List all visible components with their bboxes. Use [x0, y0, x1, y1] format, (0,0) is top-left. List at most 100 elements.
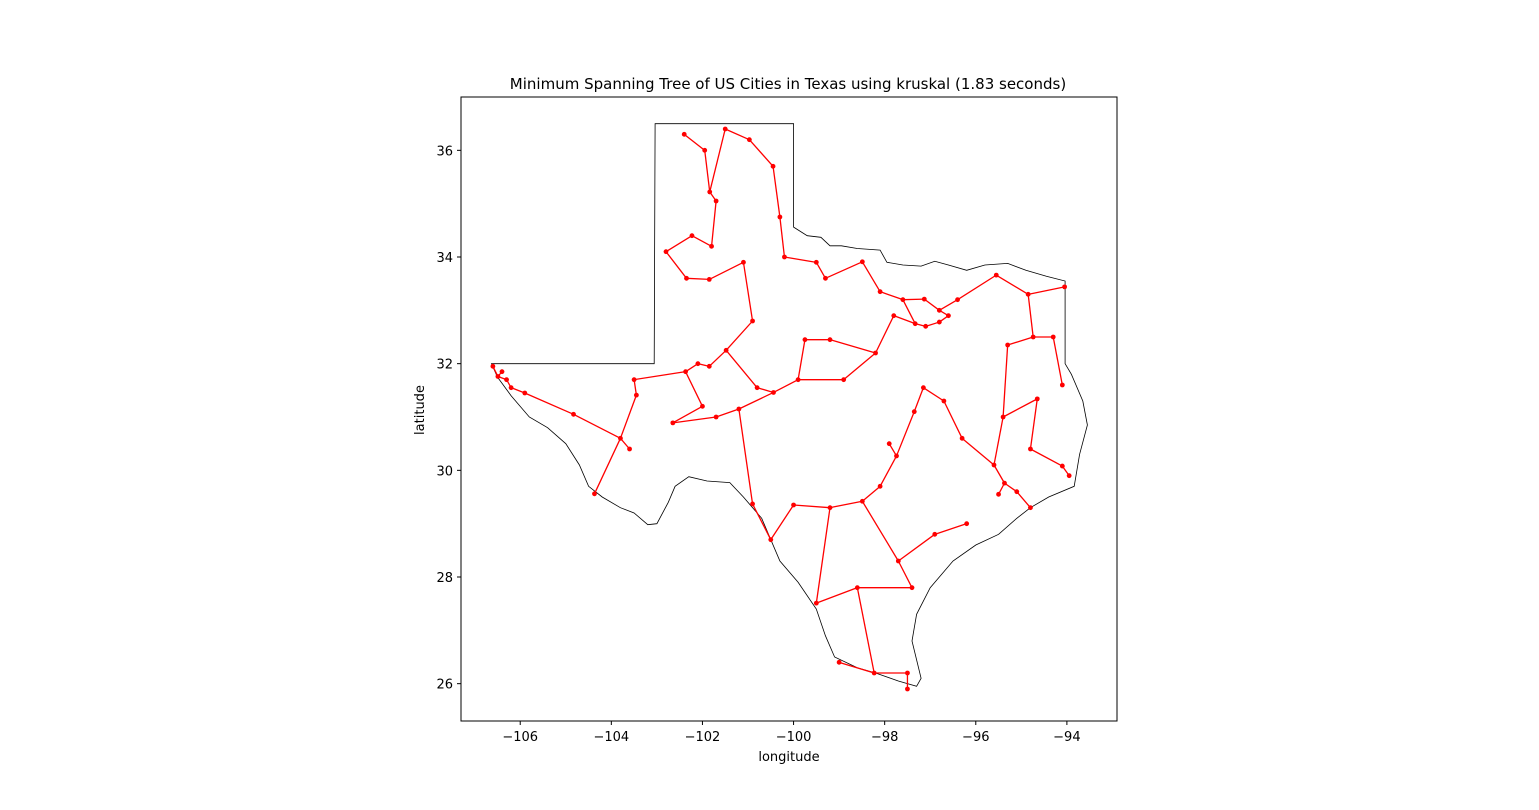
- mst-edge: [874, 315, 895, 354]
- x-tick-label: −106: [502, 730, 538, 745]
- city-node: [923, 323, 929, 329]
- chart-title: Minimum Spanning Tree of US Cities in Te…: [510, 75, 1066, 93]
- city-node: [777, 214, 783, 220]
- city-node: [996, 491, 1001, 497]
- y-tick-label: 28: [436, 571, 453, 586]
- mst-edge: [710, 200, 717, 247]
- city-node: [791, 502, 796, 508]
- mst-edge: [816, 587, 858, 604]
- city-node: [920, 385, 926, 391]
- city-node: [618, 435, 623, 441]
- city-node: [891, 313, 897, 319]
- mst-edge: [1028, 286, 1065, 295]
- city-node: [722, 126, 728, 132]
- city-node: [770, 163, 776, 169]
- x-tick-label: −104: [593, 730, 629, 745]
- mst-edge: [779, 216, 786, 258]
- mst-edge: [685, 371, 704, 407]
- city-node: [700, 403, 705, 409]
- mst-edge: [773, 379, 799, 394]
- city-node: [877, 483, 883, 489]
- mst-edge: [943, 400, 963, 439]
- mst-edge: [895, 411, 915, 457]
- x-tick-label: −94: [1053, 730, 1080, 745]
- city-node: [946, 313, 951, 319]
- city-node: [713, 198, 719, 204]
- city-node: [936, 307, 942, 313]
- mst-edge: [923, 387, 945, 402]
- mst-edge: [672, 416, 717, 424]
- mst-edge: [861, 261, 881, 292]
- y-tick-label: 30: [436, 464, 453, 479]
- mst-edge: [708, 349, 727, 367]
- city-node: [836, 659, 842, 665]
- mst-edge: [725, 320, 754, 351]
- city-node: [912, 321, 918, 327]
- x-tick-label: −102: [685, 730, 721, 745]
- mst-edge: [893, 315, 916, 325]
- edges-layer: [492, 128, 1070, 689]
- mst-edge: [751, 503, 772, 540]
- mst-edge: [1027, 294, 1034, 338]
- city-node: [854, 585, 860, 591]
- city-node: [723, 347, 729, 353]
- mst-edge: [748, 139, 774, 167]
- x-axis-ticks: −106 −104 −102 −100 −98 −96 −94: [502, 721, 1081, 745]
- city-node: [571, 411, 576, 417]
- mst-edge: [784, 256, 817, 263]
- city-node: [741, 259, 746, 265]
- mst-edge: [838, 661, 875, 674]
- plot-frame: [460, 96, 1118, 722]
- mst-edge: [897, 533, 936, 562]
- city-node: [802, 337, 808, 343]
- mst-edge: [861, 485, 881, 502]
- mst-edge: [633, 379, 638, 396]
- mst-edge: [879, 291, 904, 301]
- mst-edge: [1002, 398, 1038, 418]
- mst-edge: [686, 277, 710, 281]
- city-node: [813, 259, 819, 265]
- mst-edge: [634, 371, 686, 381]
- mst-edge: [772, 166, 781, 218]
- city-node: [905, 670, 910, 676]
- texas-outline: [490, 123, 1088, 687]
- mst-edge: [1002, 344, 1009, 418]
- mst-edge: [897, 560, 913, 588]
- mst-edge: [593, 438, 622, 495]
- city-node: [959, 435, 965, 441]
- city-node: [695, 361, 701, 367]
- y-axis-ticks: 26 28 30 32 34 36: [436, 144, 461, 693]
- mst-edge: [815, 507, 831, 604]
- city-node: [886, 441, 892, 447]
- city-node: [921, 296, 927, 302]
- city-node: [689, 233, 695, 239]
- city-node: [1034, 396, 1040, 402]
- city-node: [795, 377, 801, 383]
- city-node: [684, 275, 689, 281]
- mst-edge: [725, 349, 758, 389]
- city-node: [895, 558, 901, 564]
- mst-edge: [957, 274, 997, 301]
- city-node: [713, 414, 719, 420]
- mst-edge: [685, 363, 699, 373]
- city-node: [941, 398, 947, 404]
- x-tick-label: −100: [776, 730, 812, 745]
- mst-edge: [709, 128, 726, 193]
- city-node: [782, 254, 787, 260]
- city-node: [827, 337, 833, 343]
- mst-edge: [825, 261, 863, 279]
- y-tick-label: 26: [436, 678, 453, 693]
- city-node: [1002, 480, 1007, 486]
- city-node: [495, 374, 501, 379]
- mst-edge: [665, 235, 693, 253]
- mst-edge: [829, 500, 863, 509]
- mst-edge: [829, 339, 876, 354]
- city-node: [750, 318, 755, 324]
- city-node: [1059, 463, 1065, 469]
- mst-edge: [902, 298, 925, 301]
- city-node: [1028, 505, 1033, 511]
- mst-edge: [856, 587, 875, 674]
- mst-edge: [665, 251, 688, 279]
- mst-edge: [573, 413, 621, 439]
